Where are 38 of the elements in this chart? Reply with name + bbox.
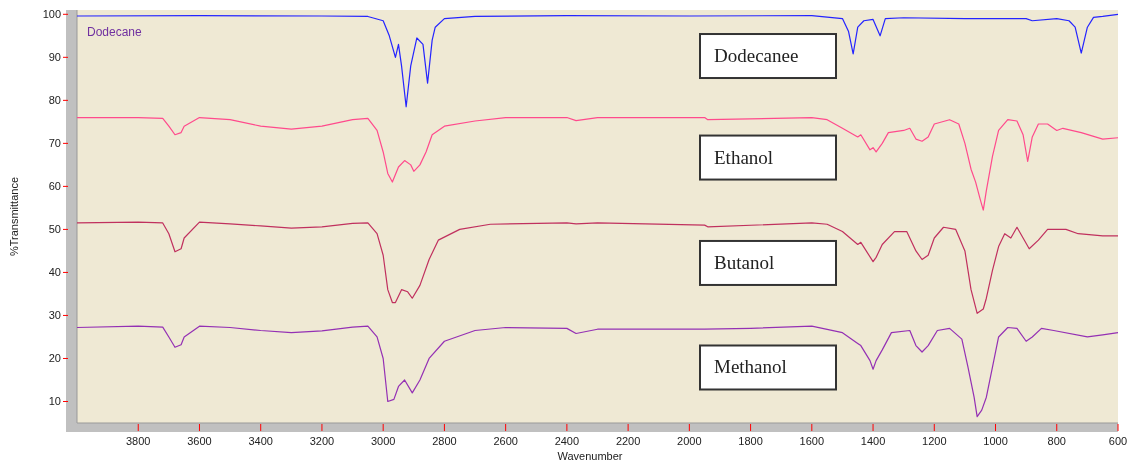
series-label: Dodecanee [714,45,799,67]
x-tick-label: 3600 [187,435,212,447]
x-tick-label: 1600 [799,435,825,447]
line-series [76,325,1119,418]
line-series [76,221,1119,314]
y-tick-label: 50 [48,223,61,236]
x-tick-label: 2800 [432,435,457,447]
y-tick-label: 60 [48,180,61,193]
y-axis-title: %Transmittance [8,176,20,257]
x-tick-label: 3400 [248,435,273,447]
y-tick-label: 100 [42,8,61,21]
x-axis-title: Wavenumber [557,450,623,462]
x-tick-label: 3800 [125,435,151,447]
x-tick-label: 600 [1108,435,1128,447]
series-label: Butanol [714,251,775,273]
x-tick-label: 1800 [738,435,763,447]
y-tick-label: 20 [48,352,61,365]
x-tick-label: 2600 [493,435,518,447]
line-series [76,13,1119,108]
x-tick-label: 1000 [983,435,1008,447]
x-tick-label: 1400 [860,435,886,447]
x-tick-label: 3200 [309,435,335,447]
x-tick-label: 3000 [370,435,396,447]
y-tick-label: 80 [48,94,61,107]
line-series [76,116,1119,211]
y-tick-label: 40 [48,266,61,279]
x-tick-label: 1200 [922,435,947,447]
y-tick-label: 90 [48,51,61,64]
annotation: Dodecane [87,25,143,39]
y-tick-label: 30 [48,309,61,322]
x-tick-label: 2400 [554,435,580,447]
x-tick-label: 2000 [677,435,702,447]
series-label: Methanol [714,356,787,378]
y-tick-label: 10 [48,395,61,408]
x-tick-label: 2200 [615,435,641,447]
series-label: Ethanol [714,146,774,168]
x-tick-label: 800 [1047,435,1066,447]
y-tick-label: 70 [48,137,61,150]
